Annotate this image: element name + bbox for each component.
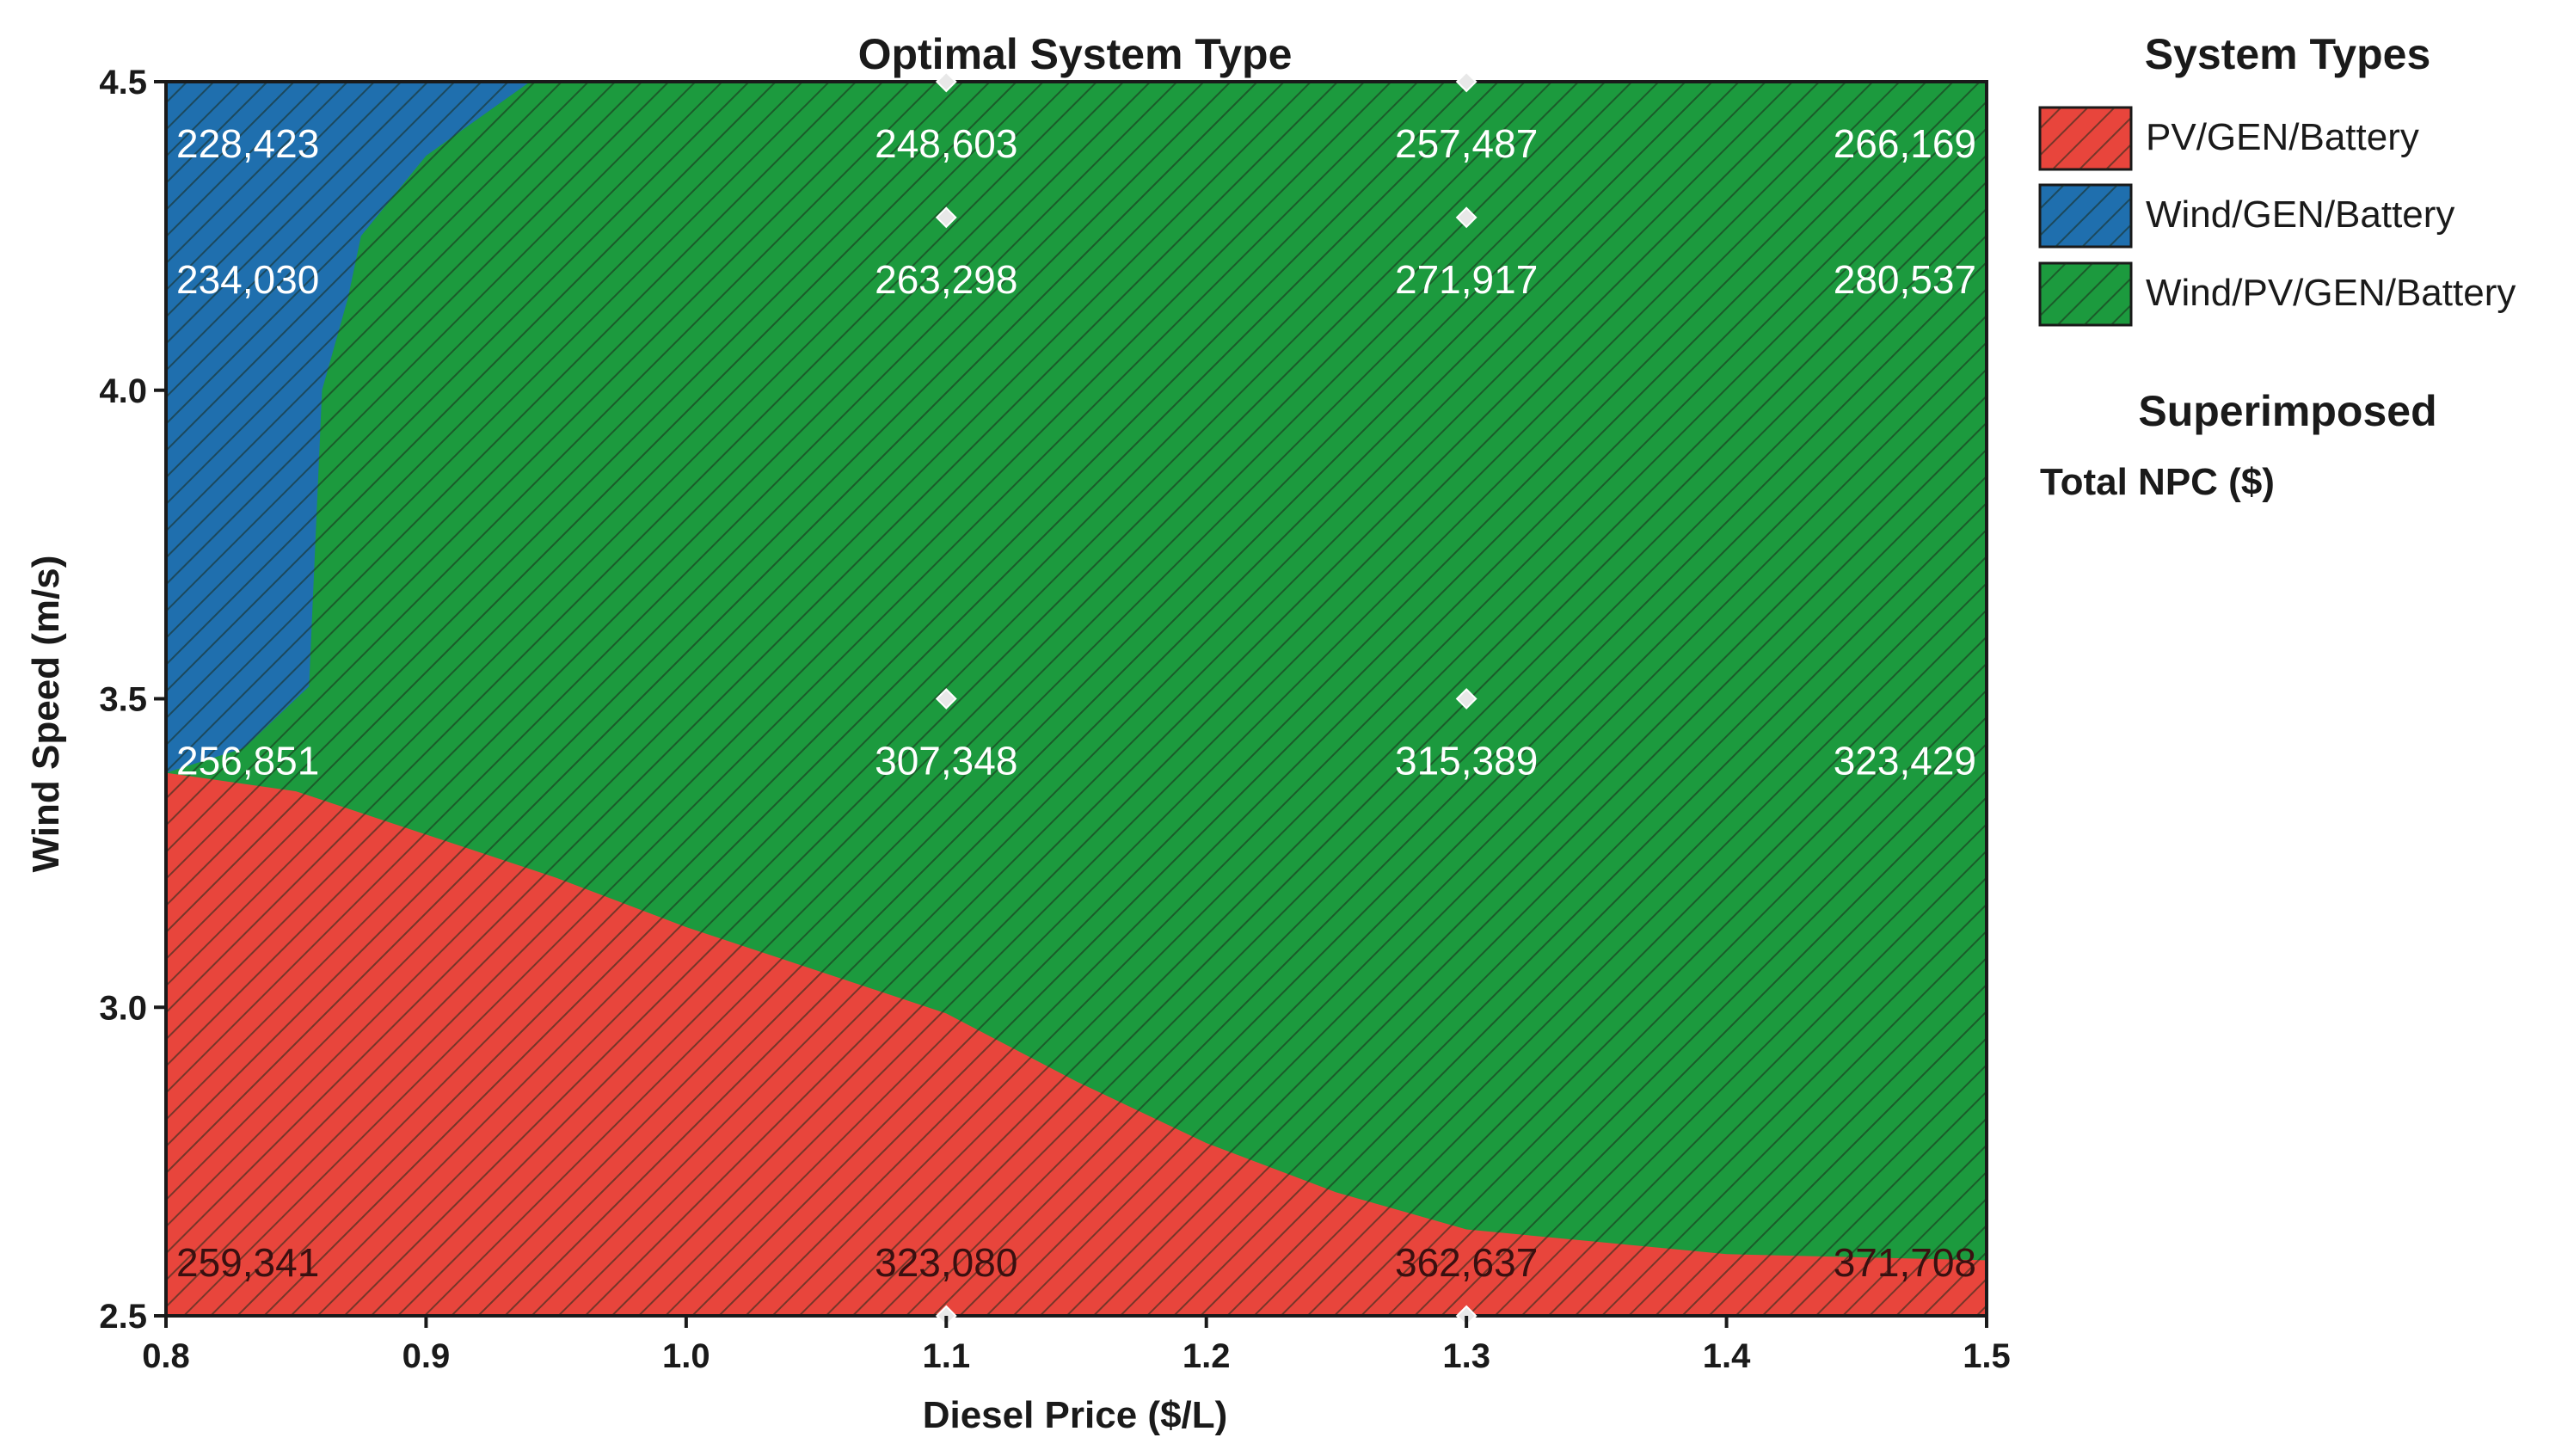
npc-value-label: 362,637 (1395, 1240, 1538, 1285)
npc-value-label: 259,341 (176, 1240, 319, 1285)
hatch-overlay (166, 82, 1987, 1316)
legend: System Types PV/GEN/Battery Wind/GEN/Bat… (2038, 30, 2516, 503)
y-tick-label: 4.5 (99, 64, 147, 101)
grid-marker (1455, 71, 1477, 93)
superimposed-title: Superimposed (2138, 387, 2436, 435)
npc-value-label: 315,389 (1395, 739, 1538, 783)
x-tick-label: 0.9 (402, 1337, 451, 1375)
y-tick-label: 3.5 (99, 681, 147, 719)
y-axis: 2.5 3.0 3.5 4.0 4.5 (99, 64, 166, 1336)
y-tick-label: 4.0 (99, 372, 147, 410)
npc-value-label: 371,708 (1834, 1240, 1976, 1285)
npc-value-label: 263,298 (875, 257, 1017, 302)
y-tick-label: 3.0 (99, 989, 147, 1027)
x-tick-label: 1.0 (662, 1337, 710, 1375)
npc-value-label: 256,851 (176, 739, 319, 783)
npc-value-label: 228,423 (176, 121, 319, 166)
grid-marker (935, 688, 957, 710)
npc-value-label: 323,080 (875, 1240, 1017, 1285)
y-axis-label: Wind Speed (m/s) (25, 556, 67, 873)
legend-label-wind-gen-battery: Wind/GEN/Battery (2146, 194, 2454, 236)
y-tick-label: 2.5 (99, 1298, 147, 1336)
superimposed-label: Total NPC ($) (2040, 461, 2275, 503)
npc-value-label: 323,429 (1834, 739, 1976, 783)
npc-value-label: 234,030 (176, 257, 319, 302)
npc-value-label: 266,169 (1834, 121, 1976, 166)
npc-value-label: 307,348 (875, 739, 1017, 783)
npc-value-label: 271,917 (1395, 257, 1538, 302)
legend-swatch-hatch-3 (2040, 263, 2131, 325)
legend-entry-wind-gen-battery: Wind/GEN/Battery (2038, 183, 2454, 249)
grid-marker (935, 206, 957, 229)
npc-labels: 228,423 248,603 257,487 266,169 234,030 263,2… (176, 121, 1976, 1285)
npc-value-label: 248,603 (875, 121, 1017, 166)
legend-label-pv-gen-battery: PV/GEN/Battery (2146, 116, 2419, 158)
npc-value-label: 280,537 (1834, 257, 1976, 302)
legend-entry-wind-pv-gen-battery: Wind/PV/GEN/Battery (2038, 261, 2516, 327)
x-tick-label: 0.8 (142, 1337, 190, 1375)
grid-marker (1455, 206, 1477, 229)
x-tick-label: 1.2 (1183, 1337, 1231, 1375)
legend-swatch-hatch-2 (2040, 185, 2131, 247)
x-axis: 0.8 0.9 1.0 1.1 1.2 1.3 1.4 1.5 (142, 1316, 2011, 1375)
legend-label-wind-pv-gen-battery: Wind/PV/GEN/Battery (2146, 272, 2516, 314)
x-tick-label: 1.3 (1442, 1337, 1490, 1375)
grid-marker (935, 71, 957, 93)
legend-entry-pv-gen-battery: PV/GEN/Battery (2038, 106, 2419, 171)
legend-title: System Types (2145, 30, 2431, 78)
legend-swatch-hatch-1 (2040, 108, 2131, 169)
chart-title: Optimal System Type (858, 30, 1293, 78)
grid-marker (1455, 688, 1477, 710)
x-tick-label: 1.1 (922, 1337, 970, 1375)
plot-area (166, 82, 1987, 1316)
x-tick-label: 1.5 (1963, 1337, 2011, 1375)
npc-value-label: 257,487 (1395, 121, 1538, 166)
x-axis-label: Diesel Price ($/L) (923, 1394, 1228, 1436)
x-tick-label: 1.4 (1703, 1337, 1751, 1375)
